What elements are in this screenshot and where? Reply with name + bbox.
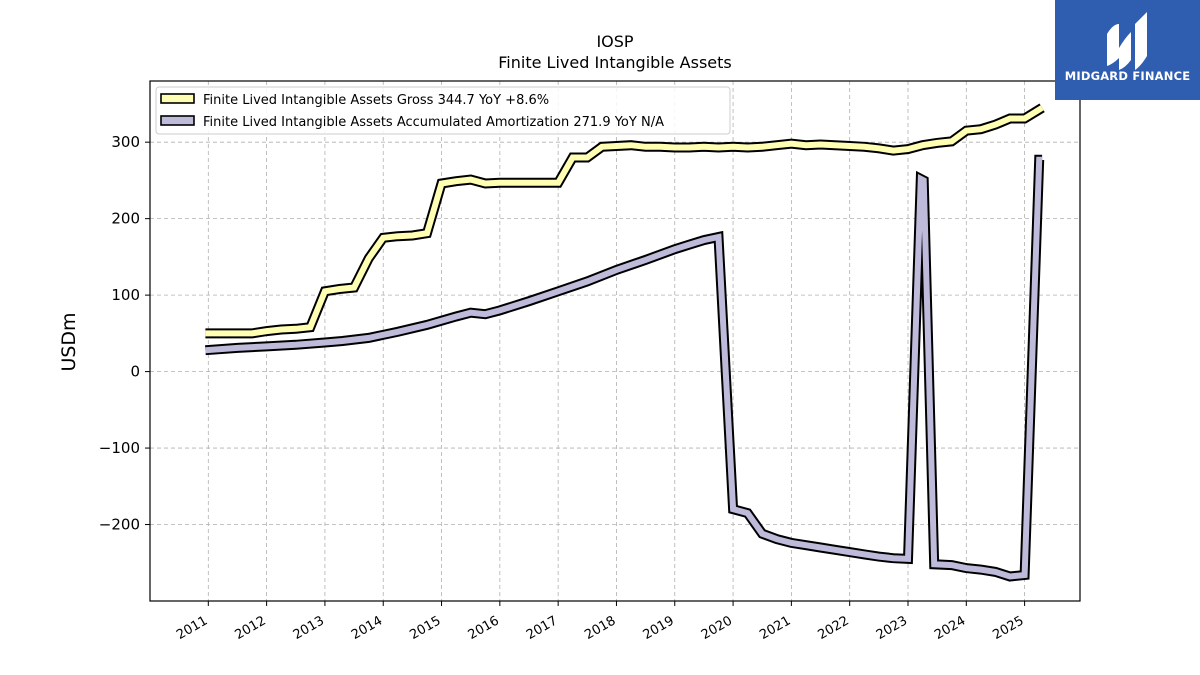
x-tick-label: 2017 bbox=[524, 613, 560, 643]
y-tick-label: −200 bbox=[99, 516, 140, 534]
chart-title: IOSP bbox=[596, 32, 633, 51]
x-tick-label: 2016 bbox=[466, 613, 502, 643]
x-tick-label: 2023 bbox=[874, 613, 910, 643]
legend-swatch-amortization bbox=[160, 115, 195, 126]
y-tick-label: 100 bbox=[111, 286, 140, 304]
legend-label-amortization: Finite Lived Intangible Assets Accumulat… bbox=[203, 115, 664, 130]
y-axis-label: USDm bbox=[58, 312, 80, 371]
x-tick-label: 2022 bbox=[816, 613, 852, 643]
plot-frame bbox=[149, 80, 1081, 602]
series-line-0 bbox=[205, 105, 1044, 337]
y-axis-ticks: −200 −100 0 100 200 300 bbox=[99, 133, 150, 534]
legend-label-gross: Finite Lived Intangible Assets Gross 344… bbox=[203, 93, 549, 108]
x-tick-label: 2011 bbox=[174, 613, 210, 643]
y-tick-label: 300 bbox=[111, 133, 140, 151]
y-tick-label: −100 bbox=[99, 439, 140, 457]
x-tick-label: 2025 bbox=[990, 613, 1026, 643]
y-tick-label: 0 bbox=[130, 363, 140, 381]
x-axis-ticks: 2011 2012 2013 2014 2015 2016 2017 2018 2019 2020… bbox=[174, 601, 1027, 643]
gridlines bbox=[150, 81, 1080, 601]
x-tick-label: 2013 bbox=[291, 613, 327, 643]
chart-subtitle: Finite Lived Intangible Assets bbox=[498, 53, 731, 72]
x-tick-label: 2019 bbox=[641, 613, 677, 643]
x-tick-label: 2021 bbox=[757, 613, 793, 643]
legend-swatch-gross bbox=[160, 93, 195, 104]
midgard-finance-logo-icon bbox=[1107, 12, 1147, 70]
y-tick-label: 200 bbox=[111, 210, 140, 228]
legend-box bbox=[155, 86, 731, 135]
brand-logo: MIDGARD FINANCE bbox=[1055, 0, 1200, 100]
x-tick-label: 2014 bbox=[349, 613, 385, 643]
x-tick-label: 2024 bbox=[932, 613, 968, 643]
x-tick-label: 2012 bbox=[232, 613, 268, 643]
legend: Finite Lived Intangible Assets Gross 344… bbox=[155, 86, 731, 135]
series-line-1 bbox=[205, 156, 1043, 580]
x-tick-label: 2018 bbox=[582, 613, 618, 643]
x-tick-label: 2020 bbox=[699, 613, 735, 643]
brand-name: MIDGARD FINANCE bbox=[1064, 69, 1191, 83]
x-tick-label: 2015 bbox=[407, 613, 443, 643]
series-layer bbox=[205, 103, 1045, 582]
